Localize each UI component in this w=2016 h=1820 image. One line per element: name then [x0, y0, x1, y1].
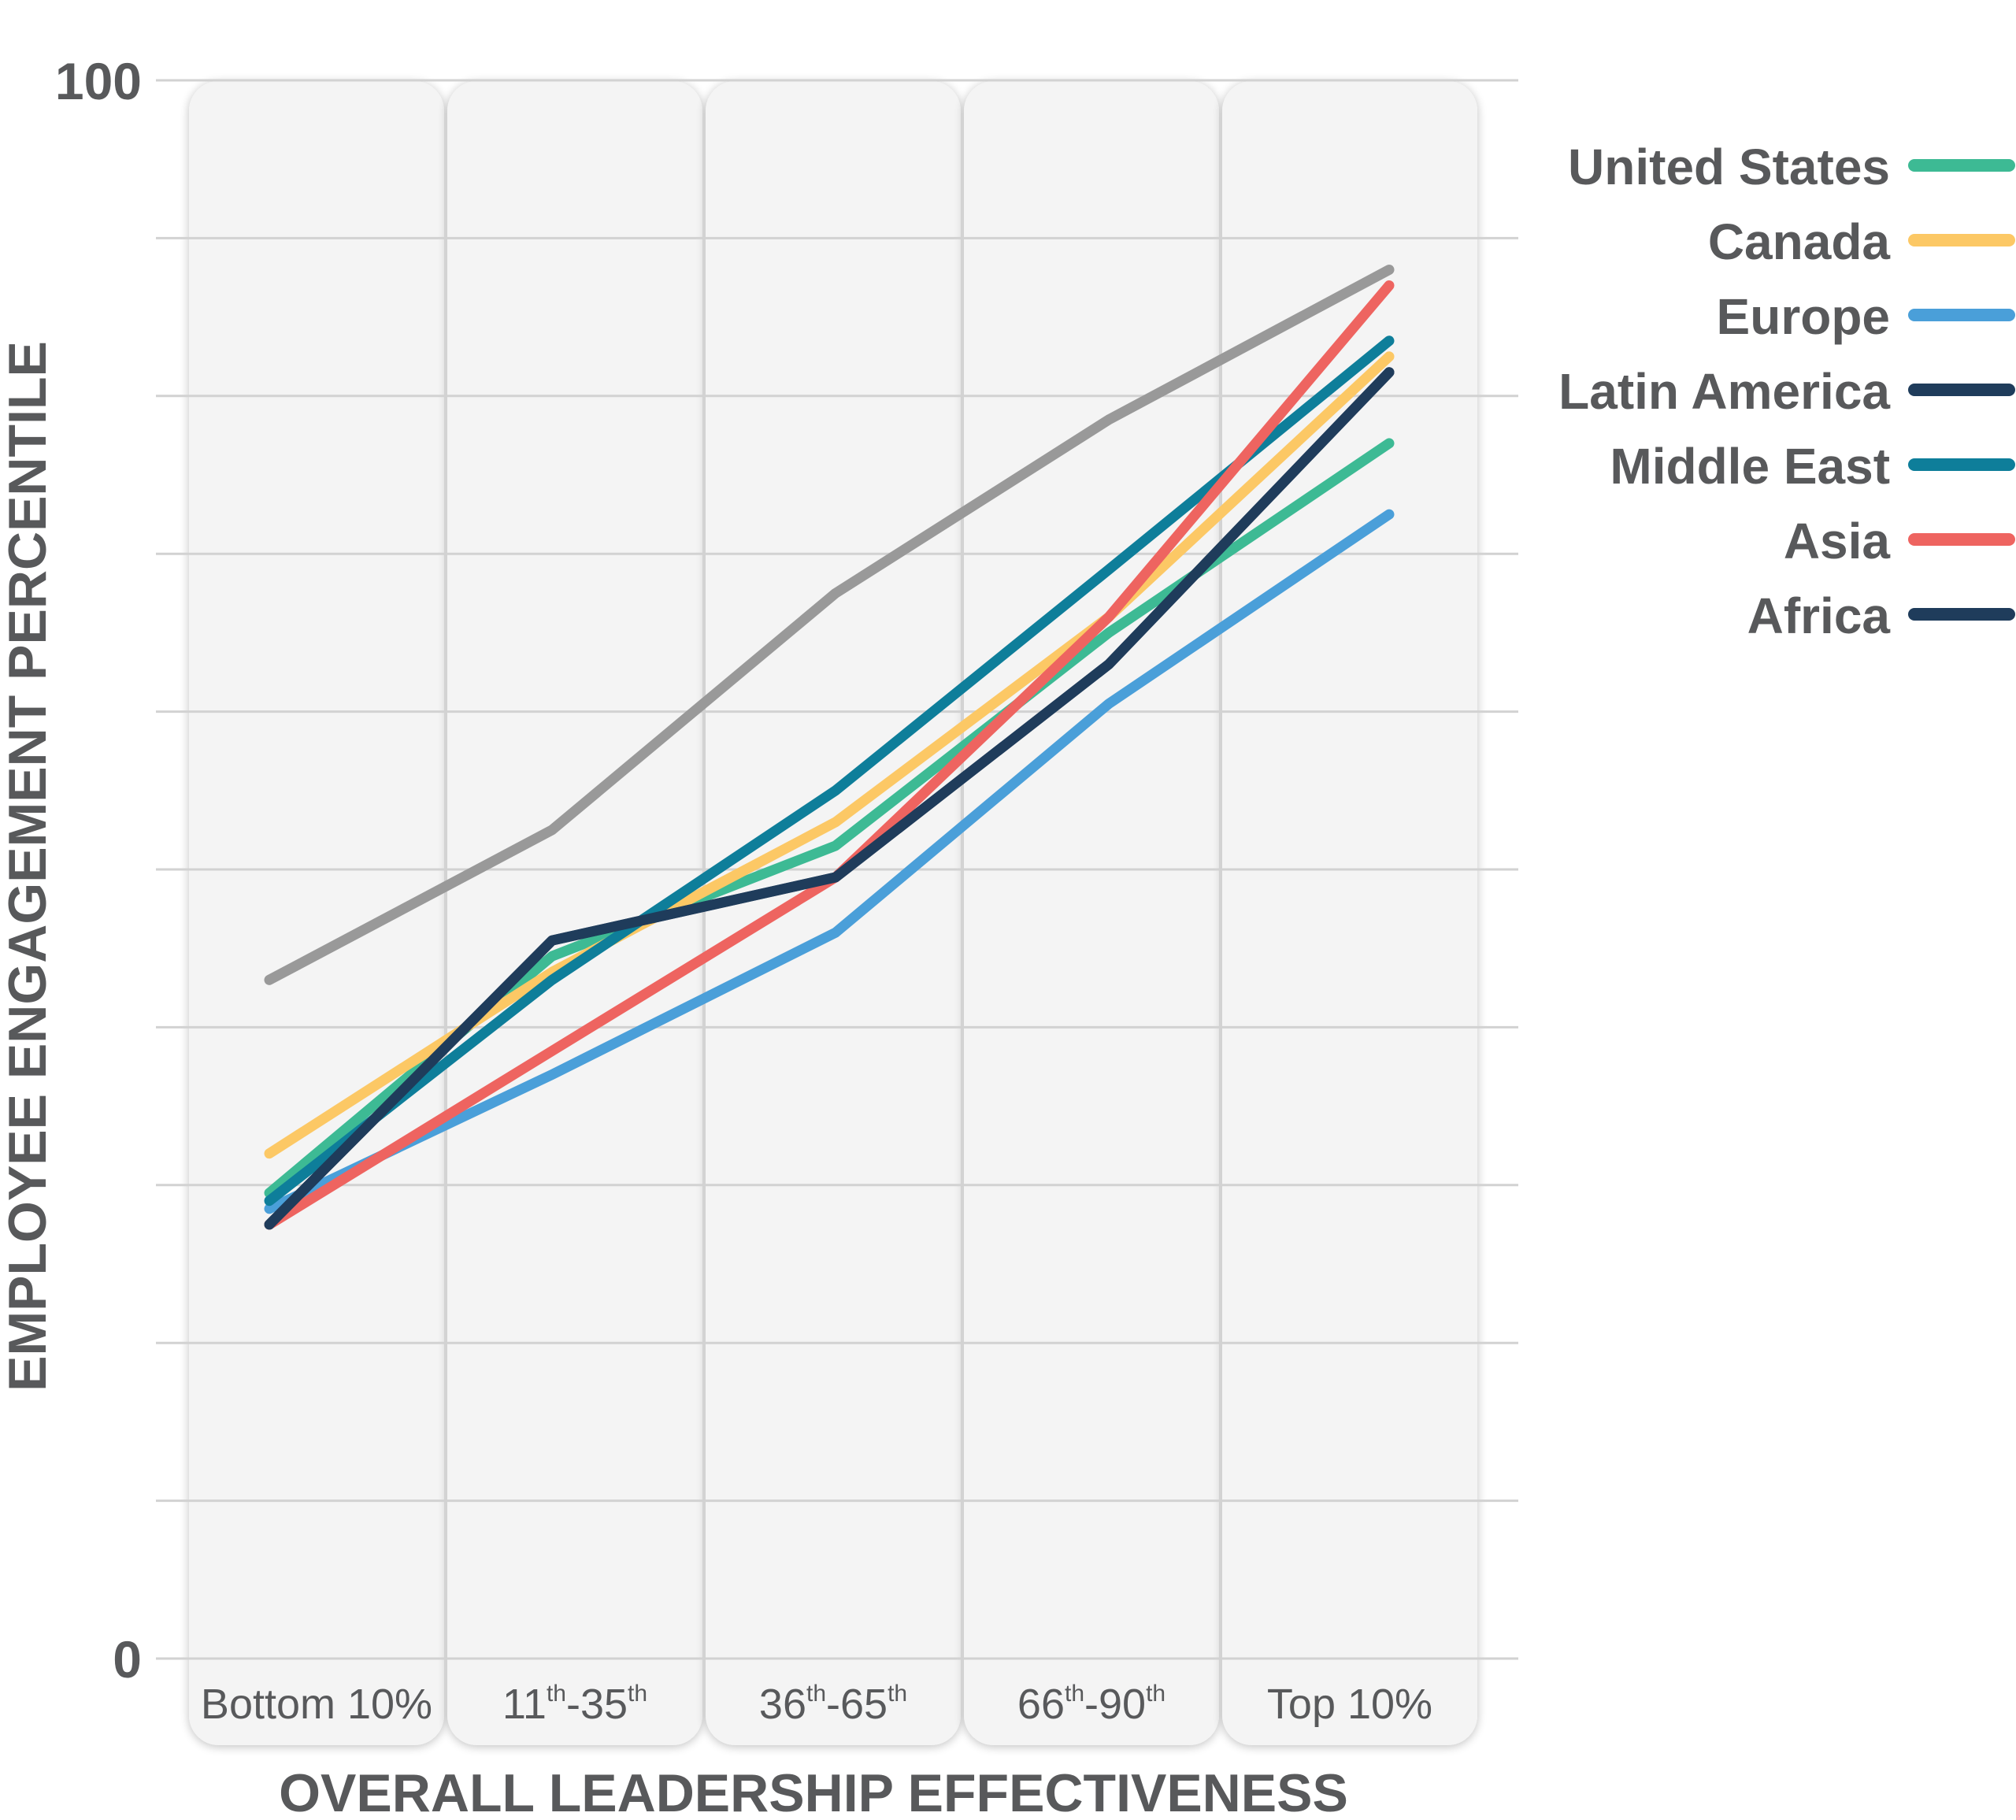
legend: United States Canada Europe Latin America Mi…: [1558, 139, 2015, 644]
category-columns: [189, 81, 1477, 1745]
legend-item-latin-america: Latin America: [1558, 363, 2015, 420]
x-tick-label: 66th-90th: [1017, 1681, 1166, 1728]
series-lines: [264, 265, 1395, 1230]
category-column: [706, 81, 961, 1745]
legend-item-asia: Asia: [1784, 513, 2015, 569]
legend-label: Middle East: [1610, 438, 1890, 495]
category-column: [447, 81, 702, 1745]
x-tick-label: Bottom 10%: [201, 1681, 432, 1728]
category-column: [964, 81, 1219, 1745]
legend-label: Canada: [1708, 213, 1891, 270]
x-tick-label: 36th-65th: [759, 1681, 907, 1728]
legend-label: United States: [1568, 139, 1890, 195]
y-tick-label: 0: [113, 1630, 142, 1688]
y-tick-label: 100: [55, 52, 142, 110]
legend-label: Latin America: [1558, 363, 1890, 420]
legend-label: Africa: [1747, 588, 1891, 644]
x-tick-label: Top 10%: [1267, 1681, 1432, 1728]
x-tick-label: 11th-35th: [502, 1681, 647, 1728]
y-axis-ticks: 0 100: [55, 52, 142, 1688]
category-column: [1222, 81, 1477, 1745]
y-axis-title: EMPLOYEE ENGAGEMENT PERCENTILE: [0, 341, 57, 1392]
x-axis-title: OVERALL LEADERSHIP EFFECTIVENESS: [279, 1763, 1348, 1820]
category-column: [189, 81, 444, 1745]
legend-item-europe: Europe: [1717, 288, 2015, 345]
legend-item-middle-east: Middle East: [1610, 438, 2015, 495]
legend-item-canada: Canada: [1708, 213, 2015, 270]
legend-label: Europe: [1717, 288, 1890, 345]
legend-item-united-states: United States: [1568, 139, 2015, 195]
legend-label: Asia: [1784, 513, 1891, 569]
x-axis-category-labels: Bottom 10% 11th-35th 36th-65th 66th-90th Top…: [201, 1681, 1432, 1728]
legend-item-africa: Africa: [1747, 588, 2015, 644]
